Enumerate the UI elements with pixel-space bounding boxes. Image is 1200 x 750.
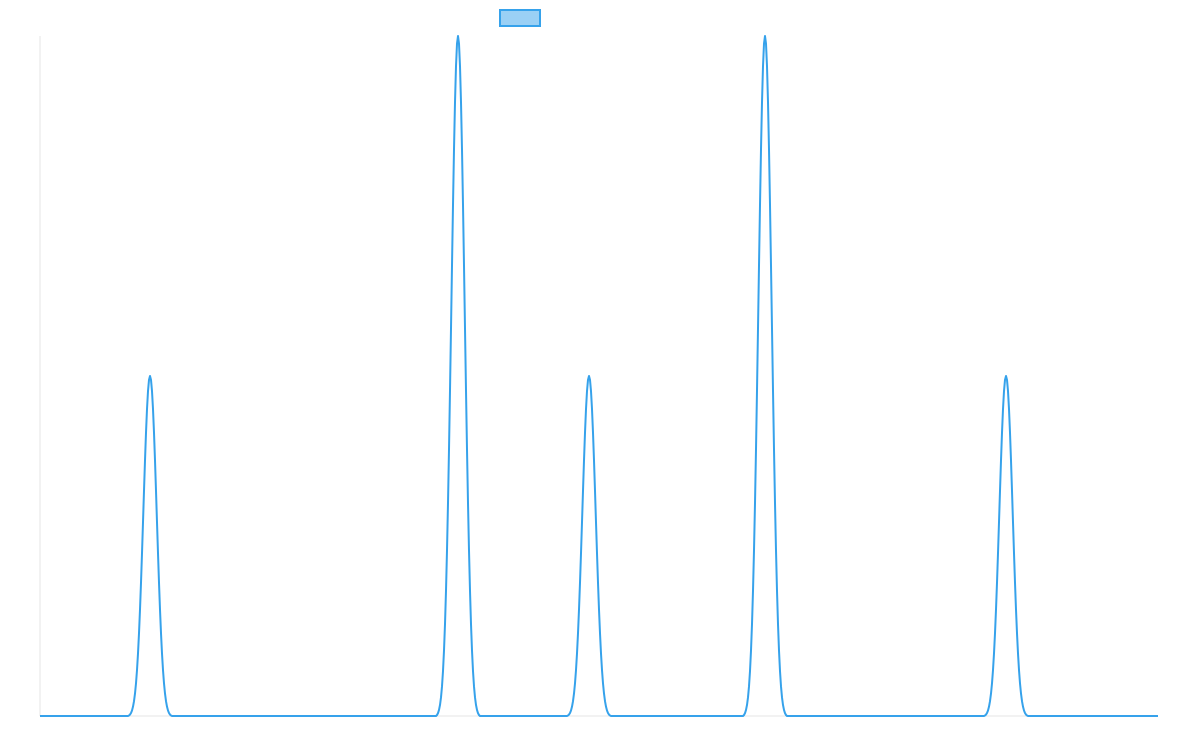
- chart-series: [40, 35, 1158, 717]
- legend-swatch[interactable]: [499, 9, 541, 27]
- chart-legend[interactable]: [499, 9, 541, 27]
- series-line: [40, 35, 1158, 717]
